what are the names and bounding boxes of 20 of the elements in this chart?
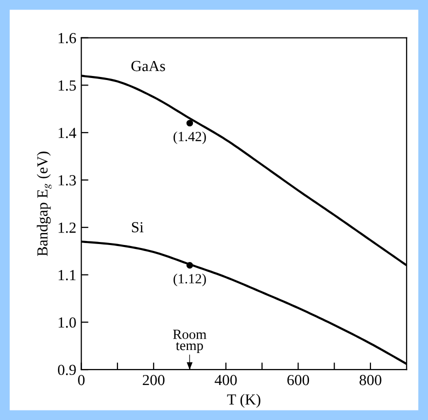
y-axis-title: Bandgap E$_{g}$ (eV) <box>36 152 52 256</box>
series-label: GaAs <box>131 60 166 72</box>
y-tick-label: 1.5 <box>58 80 76 91</box>
x-tick-label: 0 <box>78 374 85 386</box>
y-tick-label: 1.1 <box>58 270 76 280</box>
y-tick-label: 1.3 <box>58 175 76 186</box>
x-tick-label: 400 <box>214 374 237 386</box>
y-tick-label: 1.0 <box>58 317 76 328</box>
data-label: (1.12) <box>174 274 206 286</box>
annotation: Room temp <box>173 330 206 354</box>
data-label: (1.42) <box>174 131 206 144</box>
x-tick-label: 600 <box>287 374 310 386</box>
y-tick-label: 1.6 <box>58 32 76 44</box>
y-tick-label: 1.2 <box>58 222 76 233</box>
x-tick-label: 200 <box>142 374 164 386</box>
y-tick-label: 1.4 <box>58 128 76 138</box>
series-label: Si <box>132 222 144 232</box>
x-axis-title: T (K) <box>227 394 260 408</box>
x-tick-label: 800 <box>360 374 382 386</box>
y-tick-label: 0.9 <box>58 364 76 376</box>
